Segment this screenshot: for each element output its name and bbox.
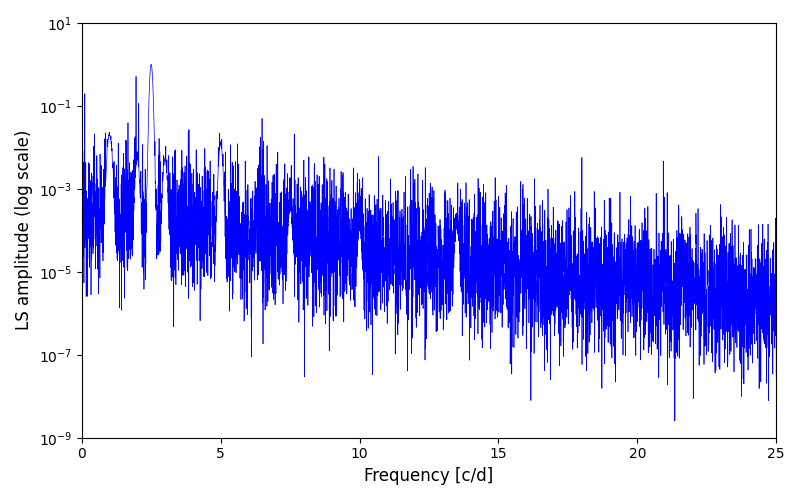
- X-axis label: Frequency [c/d]: Frequency [c/d]: [364, 467, 494, 485]
- Y-axis label: LS amplitude (log scale): LS amplitude (log scale): [15, 130, 33, 330]
